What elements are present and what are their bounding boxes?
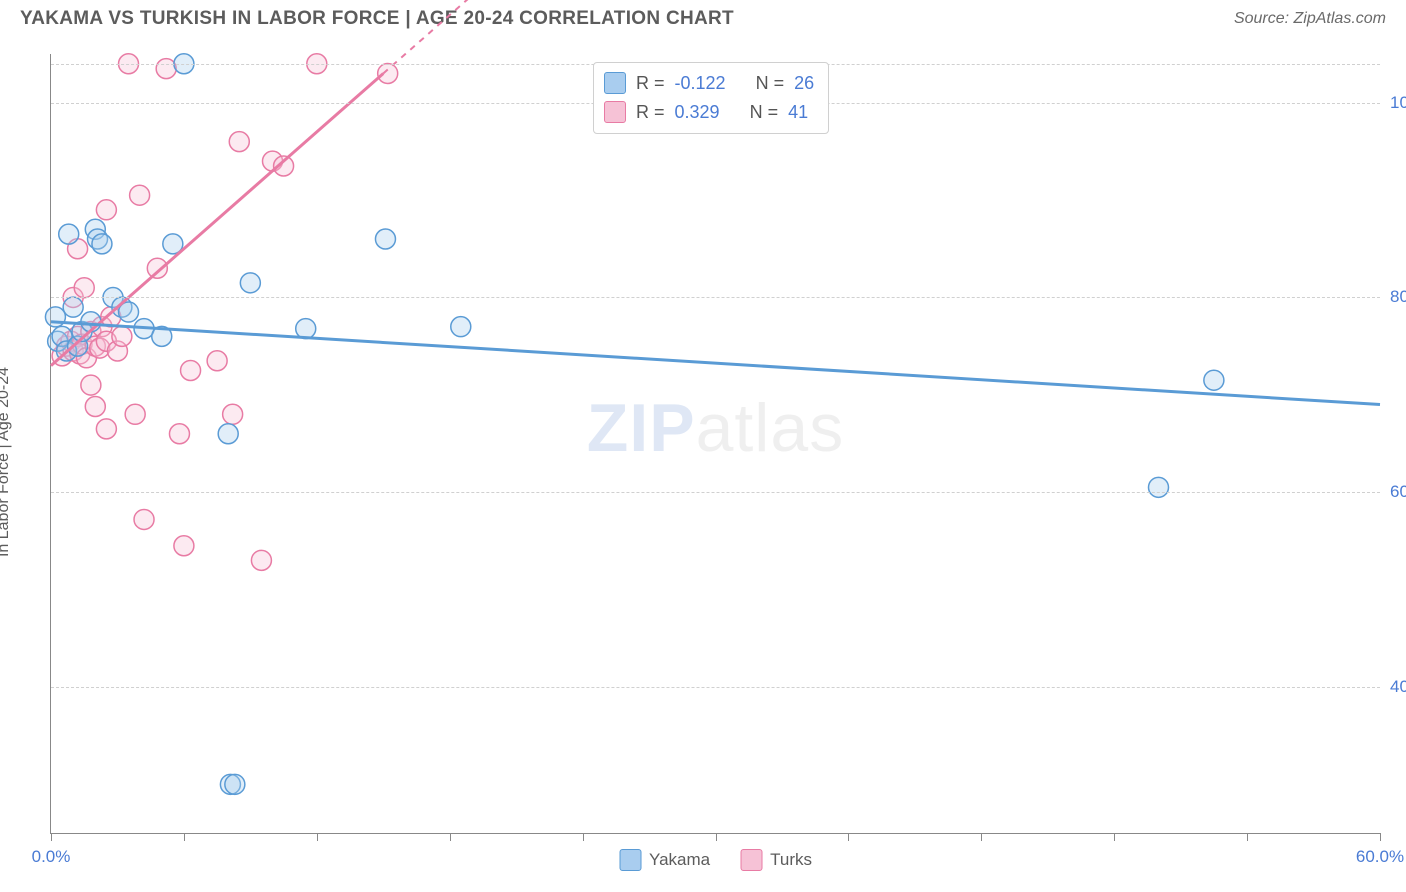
chart-header: YAKAMA VS TURKISH IN LABOR FORCE | AGE 2… xyxy=(0,0,1406,34)
stats-row-turks: R = 0.329 N = 41 xyxy=(604,98,814,127)
swatch-turks xyxy=(740,849,762,871)
r-label: R = xyxy=(636,98,665,127)
chart-container: In Labor Force | Age 20-24 ZIPatlas R = … xyxy=(20,42,1386,882)
stats-box: R = -0.122 N = 26 R = 0.329 N = 41 xyxy=(593,62,829,134)
x-tick-label: 60.0% xyxy=(1356,847,1404,867)
swatch-yakama xyxy=(619,849,641,871)
turks-r-value: 0.329 xyxy=(675,98,720,127)
x-tick-label: 0.0% xyxy=(32,847,71,867)
stats-row-yakama: R = -0.122 N = 26 xyxy=(604,69,814,98)
chart-source: Source: ZipAtlas.com xyxy=(1234,10,1386,28)
legend-label-yakama: Yakama xyxy=(649,850,710,870)
n-label: N = xyxy=(750,98,779,127)
turks-n-value: 41 xyxy=(788,98,808,127)
legend-item-turks: Turks xyxy=(740,849,812,871)
legend-label-turks: Turks xyxy=(770,850,812,870)
bottom-legend: Yakama Turks xyxy=(619,849,812,871)
y-tick-label: 60.0% xyxy=(1382,482,1406,502)
chart-title: YAKAMA VS TURKISH IN LABOR FORCE | AGE 2… xyxy=(20,8,734,30)
y-tick-label: 40.0% xyxy=(1382,677,1406,697)
plot-area: ZIPatlas R = -0.122 N = 26 R = 0.329 N =… xyxy=(50,54,1380,834)
scatter-plot xyxy=(51,54,1380,833)
r-label: R = xyxy=(636,69,665,98)
y-axis-label: In Labor Force | Age 20-24 xyxy=(0,367,13,557)
n-label: N = xyxy=(756,69,785,98)
y-tick-label: 100.0% xyxy=(1382,93,1406,113)
yakama-r-value: -0.122 xyxy=(675,69,726,98)
yakama-n-value: 26 xyxy=(794,69,814,98)
swatch-yakama xyxy=(604,72,626,94)
y-tick-label: 80.0% xyxy=(1382,287,1406,307)
swatch-turks xyxy=(604,101,626,123)
legend-item-yakama: Yakama xyxy=(619,849,710,871)
